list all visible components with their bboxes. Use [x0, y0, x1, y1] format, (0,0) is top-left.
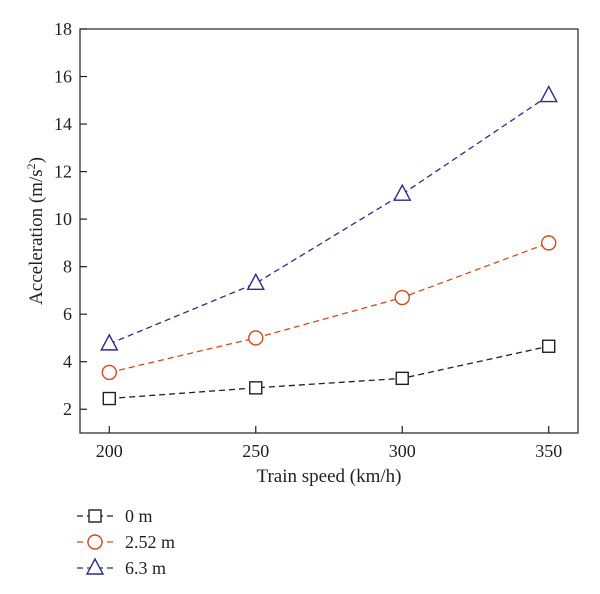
data-point-square [395, 371, 409, 386]
series-triangle [100, 85, 558, 351]
series-line [109, 242, 549, 374]
data-point-square [249, 381, 263, 395]
x-tick-label: 250 [242, 441, 269, 461]
plot-frame [79, 28, 579, 434]
x-tick-label: 350 [535, 441, 562, 461]
y-axis-title: Acceleration (m/s2) [24, 157, 47, 305]
series-square [102, 339, 556, 406]
series-line [109, 95, 550, 345]
y-axis-title-main: Acceleration (m/s [26, 169, 47, 305]
y-tick-label: 10 [54, 209, 72, 229]
legend-label: 6.3 m [125, 558, 166, 578]
y-tick-label: 14 [54, 114, 72, 134]
y-tick-label: 4 [63, 352, 72, 372]
y-axis-ticks: 2 4 6 8 10 12 14 16 18 [54, 19, 87, 419]
x-tick-label: 200 [96, 441, 123, 461]
legend-entry: 6.3 m [77, 557, 166, 578]
legend: 0 m 2.52 m 6.3 m [77, 506, 175, 578]
legend-label: 2.52 m [125, 532, 175, 552]
x-axis-title: Train speed (km/h) [257, 466, 402, 487]
legend-entry: 0 m [77, 506, 153, 526]
y-tick-label: 2 [63, 399, 72, 419]
legend-marker-circle [87, 534, 103, 550]
legend-label: 0 m [125, 506, 153, 526]
series-line [109, 345, 549, 400]
data-point-circle [101, 364, 117, 381]
data-point-triangle [100, 333, 119, 351]
data-point-triangle [539, 85, 558, 103]
data-point-triangle [393, 183, 412, 201]
x-tick-label: 300 [389, 441, 416, 461]
y-axis-title-superscript: 2 [24, 163, 38, 169]
y-tick-label: 12 [54, 162, 72, 182]
data-point-circle [394, 289, 410, 306]
y-tick-label: 16 [54, 67, 72, 87]
series-layer [100, 85, 558, 406]
y-tick-label: 8 [63, 257, 72, 277]
data-point-square [102, 391, 116, 406]
legend-marker-square [88, 509, 102, 523]
data-point-triangle [246, 272, 265, 290]
series-circle [101, 235, 557, 381]
data-point-square [542, 339, 556, 353]
data-point-circle [248, 330, 264, 346]
data-point-circle [541, 235, 557, 251]
y-axis-title-close: ) [26, 157, 47, 163]
x-axis-ticks: 200 250 300 350 [96, 426, 562, 461]
y-tick-label: 18 [54, 19, 72, 39]
legend-entry: 2.52 m [77, 532, 175, 552]
legend-marker-triangle [85, 557, 105, 575]
y-tick-label: 6 [63, 304, 72, 324]
